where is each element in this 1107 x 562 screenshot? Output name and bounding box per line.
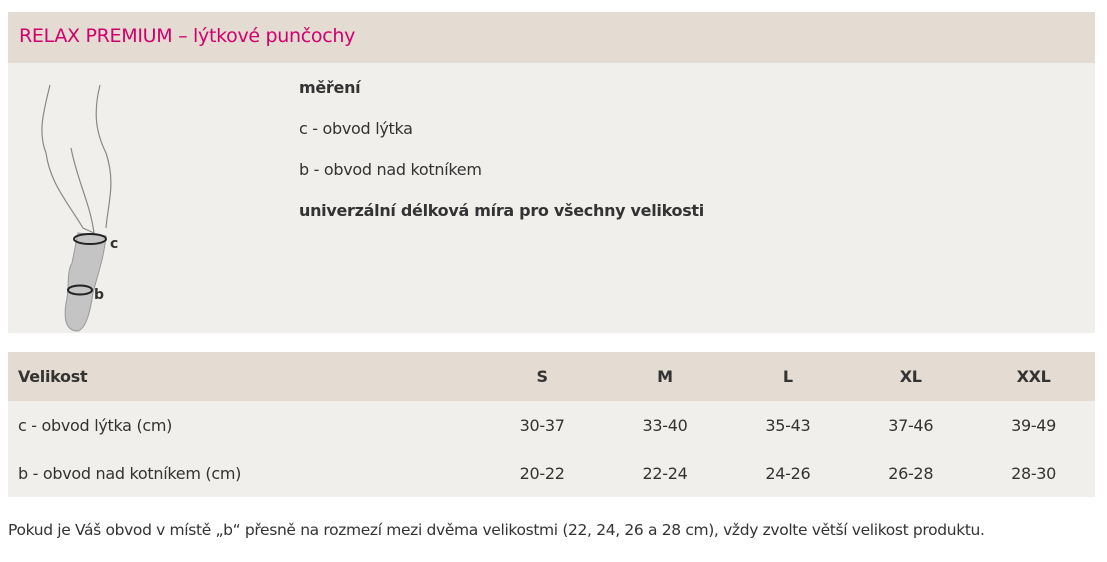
table-row: b - obvod nad kotníkem (cm) 20-22 22-24 … — [8, 449, 1095, 497]
cell: 26-28 — [888, 463, 934, 483]
size-table: Velikost S M L XL XXL c - obvod lýtka (c… — [8, 352, 1095, 497]
product-title: RELAX PREMIUM – lýtkové punčochy — [19, 25, 356, 47]
cell: 30-37 — [519, 415, 565, 435]
size-note: Pokud je Váš obvod v místě „b“ přesně na… — [8, 521, 985, 539]
measurement-panel: c b měření c - obvod lýtka b - obvod nad… — [8, 63, 1095, 333]
cell: 33-40 — [642, 415, 688, 435]
row-label: b - obvod nad kotníkem (cm) — [18, 463, 242, 483]
ring-c-icon — [73, 233, 107, 245]
product-header: RELAX PREMIUM – lýtkové punčochy — [8, 12, 1095, 63]
cell: 24-26 — [765, 463, 811, 483]
table-header-row: Velikost S M L XL XXL — [8, 352, 1095, 401]
ring-b-icon — [67, 284, 93, 296]
header-xxl: XXL — [1016, 367, 1051, 386]
header-xl: XL — [899, 367, 922, 386]
cell: 35-43 — [765, 415, 811, 435]
measure-c: c - obvod lýtka — [299, 119, 413, 138]
table-row: c - obvod lýtka (cm) 30-37 33-40 35-43 3… — [8, 401, 1095, 449]
header-s: S — [536, 367, 549, 386]
cell: 39-49 — [1011, 415, 1057, 435]
length-note: univerzální délková míra pro všechny vel… — [299, 201, 704, 220]
header-l: L — [782, 367, 793, 386]
header-size: Velikost — [18, 367, 88, 386]
cell: 22-24 — [642, 463, 688, 483]
cell: 20-22 — [519, 463, 565, 483]
label-b: b — [94, 287, 104, 303]
row-label: c - obvod lýtka (cm) — [18, 415, 173, 435]
leg-measurement-illustration: c b — [41, 84, 118, 332]
measure-b: b - obvod nad kotníkem — [299, 160, 482, 179]
cell: 28-30 — [1011, 463, 1057, 483]
header-m: M — [657, 367, 673, 386]
measure-heading: měření — [299, 78, 361, 97]
label-c: c — [110, 236, 118, 252]
cell: 37-46 — [888, 415, 934, 435]
